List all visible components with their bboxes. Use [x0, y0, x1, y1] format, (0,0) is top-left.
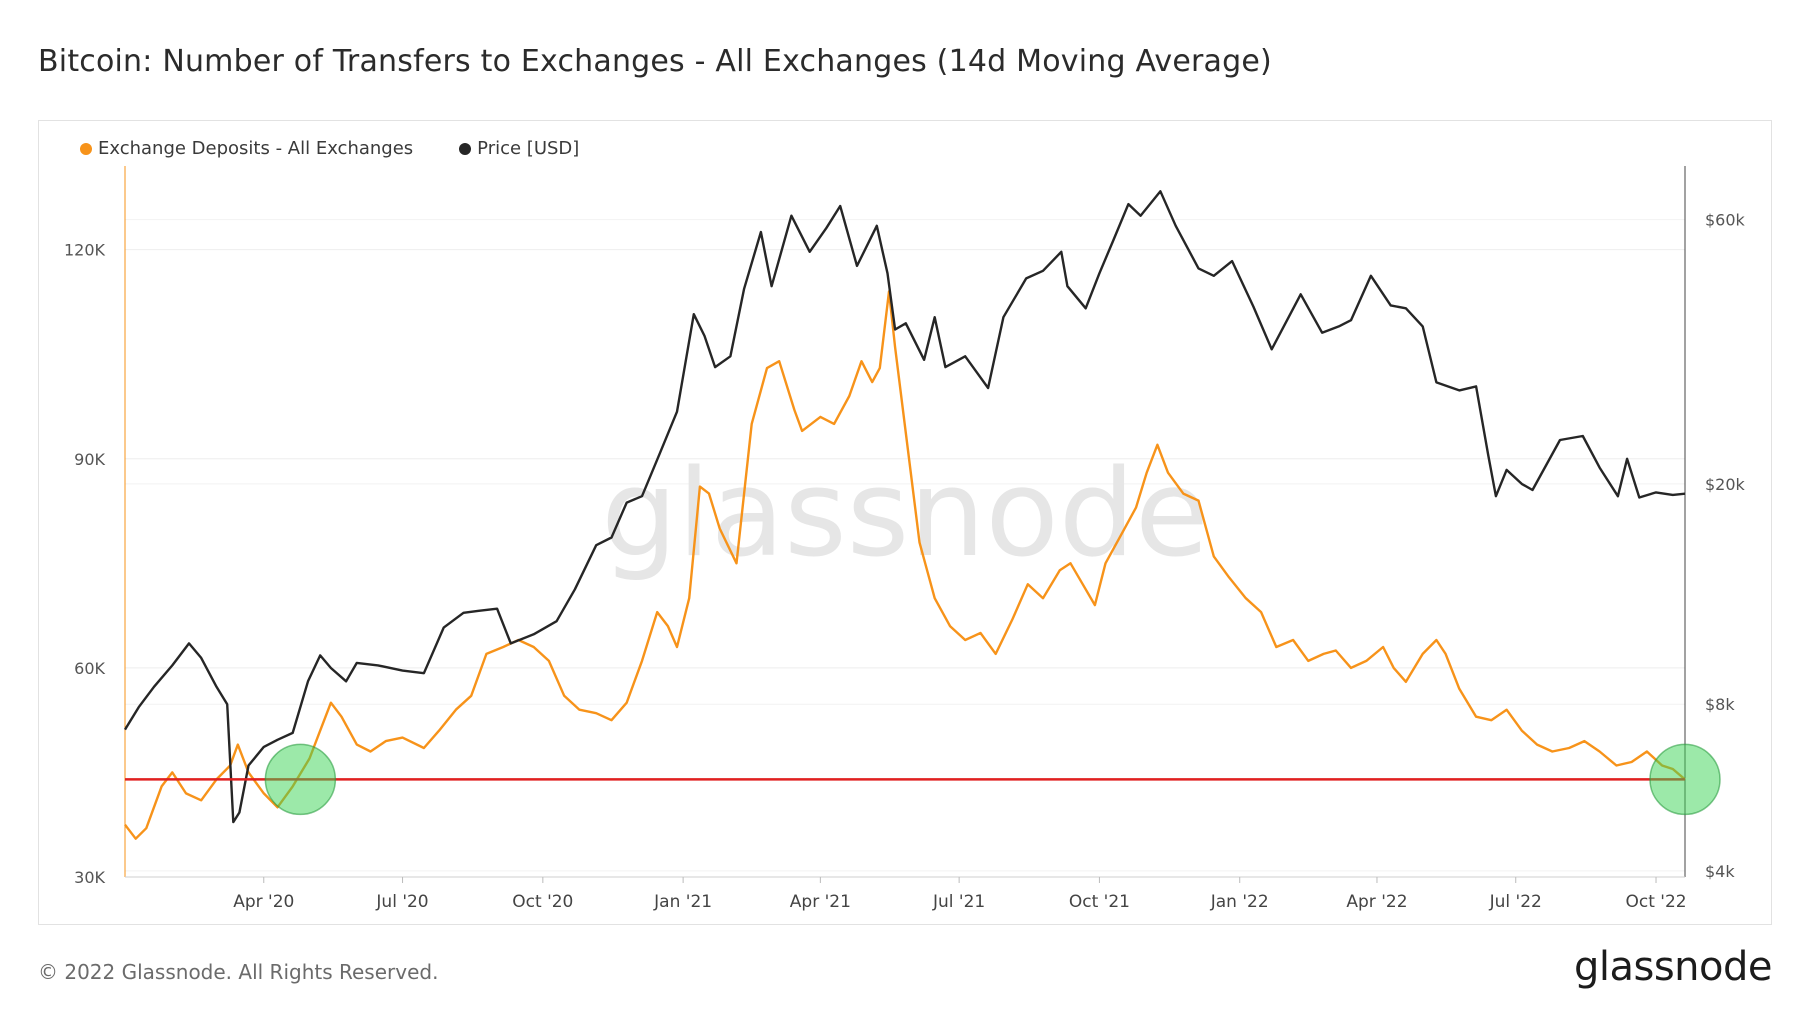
legend: Exchange Deposits - All Exchanges Price …	[80, 138, 579, 159]
legend-item-deposits[interactable]: Exchange Deposits - All Exchanges	[80, 138, 413, 159]
y-tick-right-0: $4k	[1705, 862, 1735, 881]
highlight-circle-0	[264, 743, 337, 816]
series-line-price	[123, 190, 1686, 824]
legend-item-price[interactable]: Price [USD]	[459, 138, 579, 159]
x-tick-5: Jul '21	[932, 892, 985, 912]
x-tick-6: Oct '21	[1069, 892, 1130, 912]
y-tick-left-0: 30K	[74, 868, 105, 887]
x-tick-2: Oct '20	[512, 892, 573, 912]
x-tick-7: Jan '22	[1210, 892, 1269, 912]
chart-title: Bitcoin: Number of Transfers to Exchange…	[38, 44, 1272, 79]
y-tick-right-3: $60k	[1705, 211, 1746, 230]
x-tick-1: Jul '20	[375, 892, 428, 912]
x-tick-0: Apr '20	[233, 892, 294, 912]
legend-price-dot	[459, 142, 472, 155]
chart-frame	[38, 120, 1772, 925]
y-tick-left-1: 60K	[74, 659, 105, 678]
x-tick-4: Apr '21	[790, 892, 851, 912]
legend-deposits-label: Exchange Deposits - All Exchanges	[98, 138, 414, 159]
legend-deposits-dot	[80, 142, 92, 155]
footer-copyright: © 2022 Glassnode. All Rights Reserved.	[38, 960, 439, 984]
glassnode-logo: glassnode	[1573, 944, 1773, 990]
y-tick-right-1: $8k	[1705, 695, 1735, 714]
x-tick-10: Oct '22	[1625, 892, 1686, 912]
x-tick-8: Apr '22	[1346, 892, 1407, 912]
x-tick-9: Jul '22	[1489, 892, 1542, 912]
x-tick-3: Jan '21	[653, 892, 712, 912]
highlight-circle-1	[1649, 743, 1721, 816]
y-tick-right-2: $20k	[1705, 475, 1746, 494]
y-tick-left-2: 90K	[74, 450, 105, 469]
legend-price-label: Price [USD]	[477, 138, 580, 159]
y-tick-left-3: 120K	[64, 241, 106, 260]
